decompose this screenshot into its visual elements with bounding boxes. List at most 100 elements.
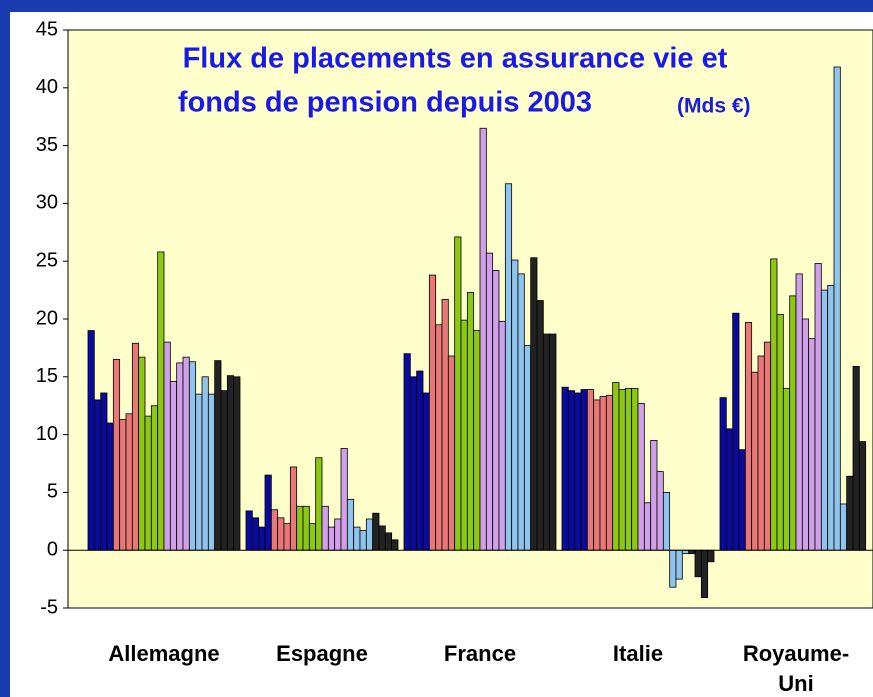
chart-title: fonds de pension depuis 2003 [178,87,592,119]
bar [479,127,487,551]
bar [599,396,607,551]
bar [732,312,740,551]
x-tick-label: Italie [613,641,663,666]
bar [770,258,778,551]
bar [460,319,468,551]
bar [751,371,759,551]
bar [858,441,867,551]
bar [302,505,310,551]
bar [852,365,860,551]
bar [327,526,336,551]
bar [378,525,386,551]
bar [833,66,841,551]
y-tick-label: 0 [47,538,58,560]
bar [517,273,525,551]
x-tick-label: Royaume- Uni [743,641,849,696]
bar [435,324,443,551]
y-tick-label: 10 [36,423,58,445]
bar [744,322,753,551]
bar [846,475,854,551]
bar [725,428,734,551]
bar [694,549,702,578]
bar [580,389,588,551]
bar [131,342,140,551]
bar [321,505,329,551]
y-tick-label: 5 [47,481,58,503]
bar [473,330,481,551]
bar [738,449,746,551]
bar [233,376,241,551]
y-tick-label: 35 [36,134,58,156]
y-tick-label: -5 [40,596,58,618]
bar [409,376,418,551]
bar [605,394,614,551]
y-tick-label: 30 [36,192,58,214]
bar [612,382,620,551]
bar [719,397,727,551]
bar [270,509,279,551]
bar [169,381,178,551]
bar [283,523,291,551]
bar [700,549,709,598]
bar [586,389,595,551]
bar [523,345,532,551]
bar [801,318,810,551]
bar [814,263,822,551]
bar [795,273,803,551]
bar [466,292,475,551]
bar [839,503,848,551]
bar [498,320,506,551]
bar [504,183,513,551]
bar [100,392,108,551]
bar [656,471,664,551]
bar [340,448,348,551]
bar [359,530,367,551]
bar [403,353,411,551]
bar [112,359,121,551]
chart-title: Flux de placements en assurance vie et [183,43,728,75]
bar [201,376,209,551]
bar [391,539,399,551]
bar [365,518,374,551]
bar [593,399,601,551]
bar [372,512,380,551]
bar [315,457,323,551]
bar [485,252,494,551]
bar [492,270,500,551]
bar [688,549,696,555]
bar [264,474,272,551]
bar [827,285,835,551]
x-tick-label-line: Royaume- [743,641,849,666]
marks [87,66,867,598]
bar [820,289,829,551]
bar [207,393,216,551]
bar [549,333,557,551]
bar [662,491,671,551]
bar [542,333,551,551]
bar [144,415,152,551]
bar [220,390,228,551]
bar [650,439,658,551]
x-tick-label: France [444,641,516,666]
bar [669,549,677,588]
bar [808,338,816,551]
bar [441,298,449,551]
bar [353,526,361,551]
bar [789,295,797,551]
bar [346,498,355,551]
bar [707,549,715,563]
bar [258,526,266,551]
y-tick-label: 15 [36,365,58,387]
bar [125,413,133,551]
bar [334,518,342,551]
bar [618,389,626,551]
bar [447,355,456,551]
bar [763,341,772,551]
bar [530,257,538,551]
bar [157,251,165,551]
y-tick-label: 40 [36,76,58,98]
bar [454,236,462,551]
bar [416,370,424,551]
bar [624,387,633,551]
